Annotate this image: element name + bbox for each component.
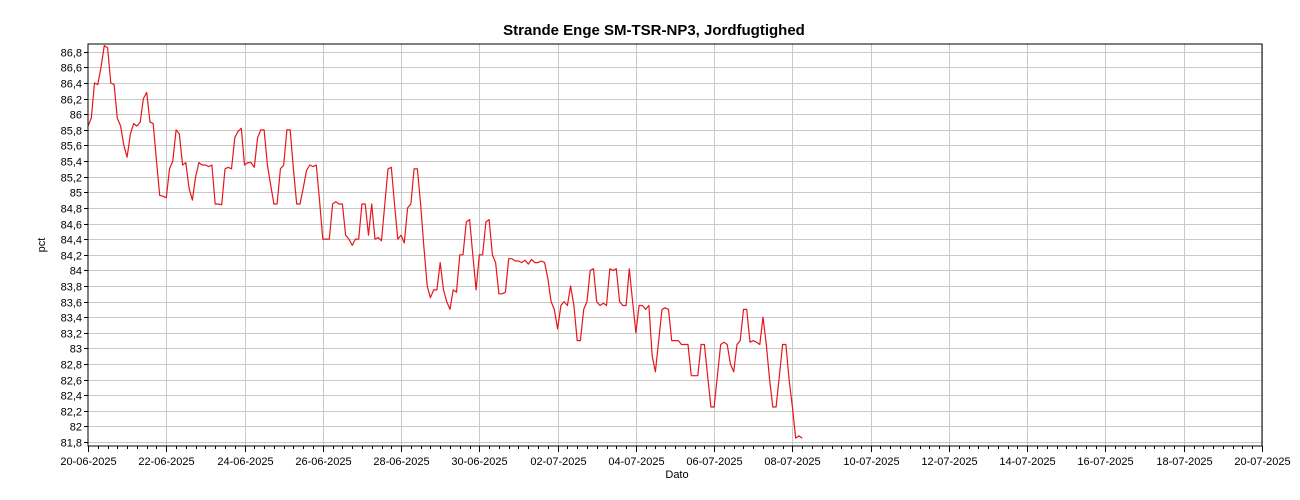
y-tick-label: 85,6 [61, 141, 82, 153]
y-tick-label: 86,4 [61, 79, 82, 91]
x-tick-label: 18-07-2025 [1156, 456, 1212, 468]
x-tick-label: 06-07-2025 [686, 456, 742, 468]
gridlines [88, 44, 1263, 446]
x-tick-label: 02-07-2025 [530, 456, 586, 468]
x-tick-label: 22-06-2025 [138, 456, 194, 468]
y-tick-label: 86 [70, 110, 82, 122]
x-tick-label: 12-07-2025 [921, 456, 977, 468]
y-tick-label: 84 [70, 266, 82, 278]
series-line-0 [87, 44, 803, 439]
y-axis-label: pct [36, 238, 48, 253]
y-tick-label: 85,4 [61, 157, 82, 169]
x-tick-label: 04-07-2025 [608, 456, 664, 468]
y-tick-label: 84,6 [61, 220, 82, 232]
y-tick-label: 83,4 [61, 313, 82, 325]
x-tick-label: 30-06-2025 [451, 456, 507, 468]
y-tick-label: 85,8 [61, 126, 82, 138]
chart-title: Strande Enge SM-TSR-NP3, Jordfugtighed [503, 22, 805, 39]
x-tick-label: 20-06-2025 [60, 456, 116, 468]
y-tick-label: 82 [70, 422, 82, 434]
x-tick-label: 26-06-2025 [295, 456, 351, 468]
y-tick-label: 82,2 [61, 407, 82, 419]
y-tick-label: 86,6 [61, 63, 82, 75]
y-tick-label: 82,4 [61, 391, 82, 403]
y-tick-label: 86,8 [61, 48, 82, 60]
x-tick-label: 16-07-2025 [1077, 456, 1133, 468]
x-axis-label: Dato [665, 469, 688, 481]
y-tick-label: 85 [70, 188, 82, 200]
y-tick-label: 83,2 [61, 329, 82, 341]
plot-frame [87, 43, 1263, 447]
y-tick-label: 84,2 [61, 251, 82, 263]
y-axis: 81,8 82 82,2 82,4 82,6 82,8 83 83,2 83,4 83,6 83,8… [61, 48, 88, 450]
y-tick-label: 86,2 [61, 95, 82, 107]
x-tick-label: 10-07-2025 [843, 456, 899, 468]
y-tick-label: 84,4 [61, 235, 82, 247]
y-tick-label: 82,6 [61, 376, 82, 388]
x-axis: 20-06-2025 22-06-2025 24-06-2025 26-06-2025… [60, 446, 1291, 468]
x-tick-label: 28-06-2025 [373, 456, 429, 468]
y-tick-label: 82,8 [61, 360, 82, 372]
y-tick-label: 84,8 [61, 204, 82, 216]
y-tick-label: 85,2 [61, 173, 82, 185]
y-tick-label: 83,6 [61, 298, 82, 310]
y-tick-label: 81,8 [61, 438, 82, 450]
y-tick-label: 83 [70, 344, 82, 356]
x-tick-label: 08-07-2025 [764, 456, 820, 468]
x-tick-label: 20-07-2025 [1234, 456, 1290, 468]
y-tick-label: 83,8 [61, 282, 82, 294]
x-tick-label: 14-07-2025 [999, 456, 1055, 468]
plot-area [87, 44, 803, 439]
x-tick-label: 24-06-2025 [217, 456, 273, 468]
